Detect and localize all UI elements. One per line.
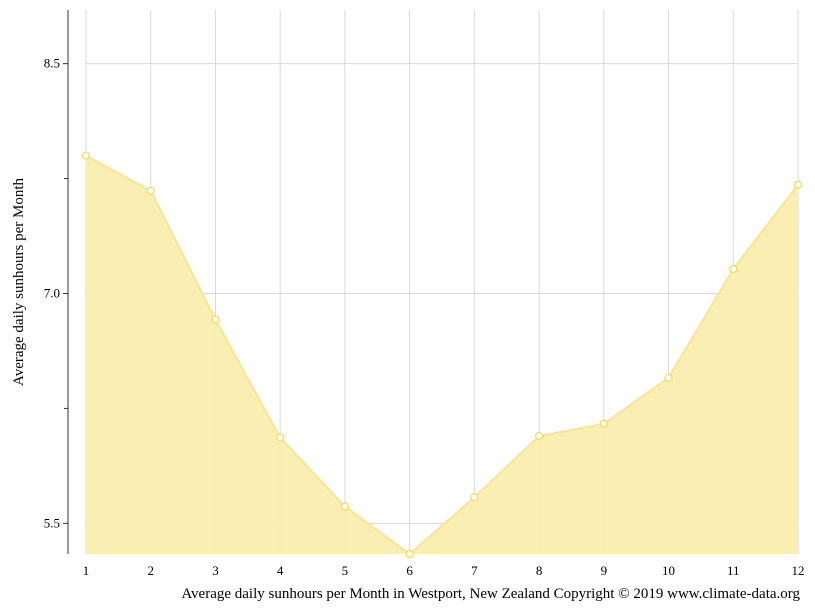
x-tick-label: 7 bbox=[471, 563, 478, 578]
y-tick-labels: 5.5 7.0 8.5 bbox=[44, 56, 60, 531]
y-axis-title: Average daily sunhours per Month bbox=[11, 178, 27, 387]
x-tick-label: 8 bbox=[536, 563, 543, 578]
data-points bbox=[81, 151, 803, 559]
x-tick-label: 5 bbox=[342, 563, 349, 578]
sunhours-line bbox=[85, 154, 799, 556]
data-point bbox=[793, 180, 803, 189]
x-tick-label: 3 bbox=[212, 563, 219, 578]
data-point bbox=[81, 151, 91, 160]
x-tick-label: 11 bbox=[727, 563, 740, 578]
x-tick-label: 2 bbox=[147, 563, 154, 578]
y-tick-label: 7.0 bbox=[44, 285, 60, 300]
data-point bbox=[276, 433, 285, 442]
data-point bbox=[534, 431, 544, 441]
data-point bbox=[599, 419, 608, 428]
data-point bbox=[729, 264, 738, 274]
data-point bbox=[470, 493, 479, 502]
x-axis-title: Average daily sunhours per Month in West… bbox=[181, 586, 800, 602]
y-tick-label: 5.5 bbox=[44, 515, 60, 530]
y-tick-label: 8.5 bbox=[44, 56, 60, 71]
data-point bbox=[146, 186, 155, 195]
x-tick-label: 4 bbox=[277, 563, 284, 578]
x-tick-label: 12 bbox=[792, 563, 805, 578]
x-tick-label: 9 bbox=[601, 563, 608, 578]
data-point bbox=[405, 549, 414, 559]
data-point bbox=[340, 502, 350, 511]
sunhours-area bbox=[86, 155, 798, 555]
data-point bbox=[664, 373, 673, 382]
x-tick-labels: 1 2 3 4 5 6 7 8 9 10 11 12 bbox=[83, 563, 805, 578]
x-tick-label: 1 bbox=[83, 563, 90, 578]
x-tick-label: 6 bbox=[406, 563, 413, 578]
x-tick-label: 10 bbox=[662, 563, 675, 578]
axes bbox=[63, 10, 69, 554]
data-point bbox=[211, 315, 220, 324]
